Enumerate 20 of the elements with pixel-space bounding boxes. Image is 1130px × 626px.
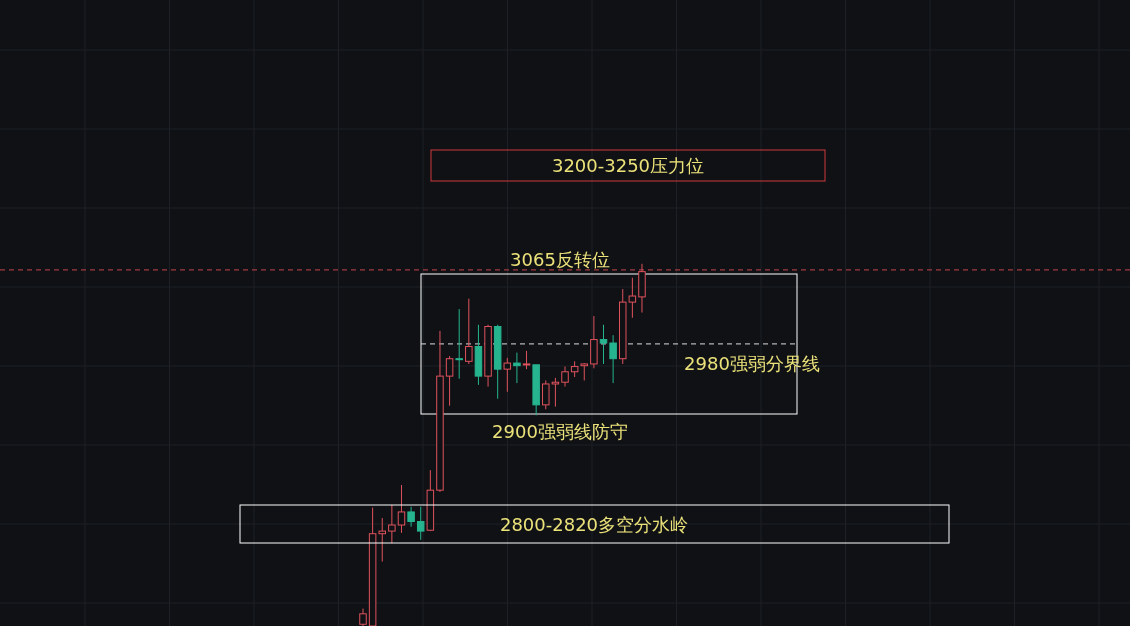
candlestick — [445, 355, 454, 407]
candlestick — [407, 506, 415, 528]
candlestick — [561, 366, 569, 388]
candlestick — [513, 352, 521, 384]
annotation: 2900强弱线防守 — [492, 420, 628, 442]
candlestick — [551, 377, 560, 408]
candlestick — [609, 334, 617, 384]
candlestick — [455, 308, 463, 380]
candlestick — [465, 298, 473, 365]
candlestick — [503, 357, 512, 393]
candlestick — [397, 484, 406, 534]
annotation: 3200-3250压力位 — [551, 154, 705, 176]
ref-line-label: 2980强弱分界线 — [684, 353, 820, 375]
candlestick — [388, 504, 396, 544]
annotation: 2800-2820多空分水岭 — [499, 513, 689, 535]
candlestick — [416, 506, 425, 541]
candlestick — [542, 379, 550, 410]
candlestick — [522, 350, 531, 370]
ref-line-label: 3065反转位 — [510, 249, 610, 271]
candlestick — [599, 324, 608, 365]
